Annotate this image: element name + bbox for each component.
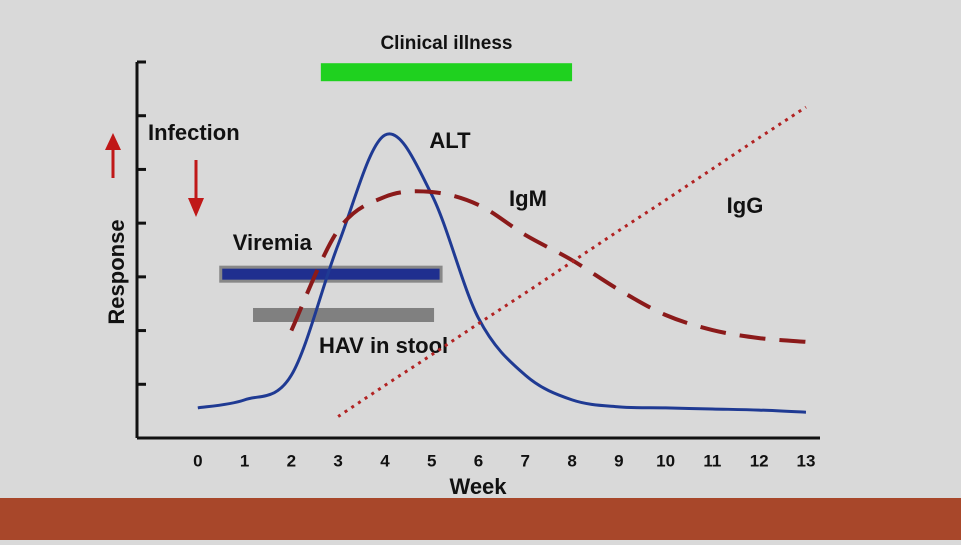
series-line bbox=[197, 132, 807, 414]
series-line bbox=[289, 189, 807, 344]
x-tick-label: 5 bbox=[427, 451, 436, 470]
x-tick-label: 0 bbox=[193, 451, 202, 470]
x-tick-label: 10 bbox=[656, 451, 675, 470]
annotation: Infection bbox=[148, 120, 240, 145]
x-tick-label: 4 bbox=[380, 451, 390, 470]
x-tick-label: 8 bbox=[567, 451, 576, 470]
series-label: IgG bbox=[727, 193, 764, 218]
x-axis-label: Week bbox=[449, 474, 507, 499]
x-tick-label: 6 bbox=[474, 451, 483, 470]
down-arrowhead bbox=[188, 198, 204, 217]
x-tick-label: 9 bbox=[614, 451, 623, 470]
interval-label: Clinical illness bbox=[380, 33, 512, 54]
x-tick-label: 1 bbox=[240, 451, 249, 470]
series-label: ALT bbox=[429, 128, 471, 153]
footer-band bbox=[0, 498, 961, 540]
interval-label: HAV in stool bbox=[319, 333, 448, 358]
x-tick-label: 12 bbox=[750, 451, 769, 470]
y-axis-label: Response bbox=[104, 219, 129, 324]
interval-bar bbox=[253, 307, 435, 322]
x-tick-label: 2 bbox=[287, 451, 296, 470]
x-tick-label: 13 bbox=[797, 451, 816, 470]
series-line bbox=[337, 105, 807, 418]
interval-bar bbox=[320, 63, 573, 82]
up-arrowhead bbox=[105, 133, 121, 150]
interval-label: Viremia bbox=[233, 230, 313, 255]
series-label: IgM bbox=[509, 186, 547, 211]
x-tick-label: 7 bbox=[521, 451, 530, 470]
x-tick-label: 3 bbox=[333, 451, 342, 470]
x-tick-label: 11 bbox=[703, 451, 721, 470]
